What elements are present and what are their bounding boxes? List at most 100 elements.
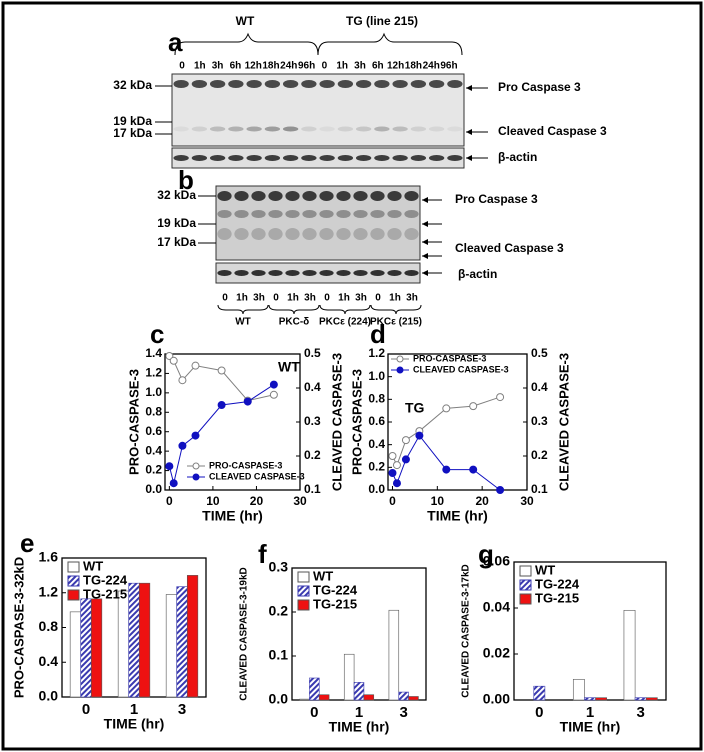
blot-band	[173, 80, 189, 88]
blot-band	[447, 155, 463, 161]
lane-label: 1h	[287, 293, 299, 304]
x-axis-title: TIME (hr)	[104, 716, 165, 732]
arrow-head	[422, 221, 428, 227]
data-point	[165, 351, 174, 360]
blot-band	[234, 228, 249, 240]
lane-label: 0	[375, 293, 381, 304]
band-label: Cleaved Caspase 3	[498, 124, 607, 138]
data-point	[169, 356, 178, 365]
data-point	[388, 452, 397, 460]
group-label: TG (line 215)	[346, 14, 418, 28]
data-point	[178, 376, 187, 385]
y-tick-label: 1.0	[145, 385, 162, 399]
group-brace	[217, 304, 269, 315]
band-label: β-actin	[458, 267, 497, 281]
blot-band	[173, 126, 189, 132]
y-tick-label: 0.0	[145, 482, 162, 496]
blot-band	[282, 126, 299, 132]
y-tick-label: 0.02	[483, 645, 510, 661]
blot-band	[447, 80, 463, 88]
panel-letter: f	[258, 539, 267, 569]
bar	[595, 697, 608, 701]
band-label: Cleaved Caspase 3	[455, 241, 564, 255]
lane-label: 1h	[336, 61, 348, 72]
data-point	[217, 401, 226, 409]
blot-band	[370, 210, 385, 218]
blot-band	[392, 80, 408, 88]
y-tick-label: 0.06	[483, 553, 510, 569]
x-tick-label: 20	[475, 494, 489, 508]
lane-label: 0	[324, 293, 330, 304]
x-axis-title: TIME (hr)	[329, 719, 390, 735]
bar	[117, 590, 130, 698]
lane-label: 6h	[230, 61, 242, 72]
y-tick-label: 0.8	[39, 618, 59, 634]
blot-band	[355, 155, 372, 161]
data-point	[243, 397, 252, 406]
panel-letter: a	[168, 27, 183, 57]
blot-band	[209, 80, 226, 88]
legend-marker	[192, 473, 200, 481]
blot-band	[392, 126, 408, 132]
y-axis-title: CLEAVED CASPASE-3-19kD	[239, 567, 250, 701]
legend-swatch	[519, 565, 532, 577]
group-brace	[317, 32, 463, 56]
lane-label: 1h	[236, 293, 248, 304]
blot-band	[264, 126, 281, 132]
bar	[572, 678, 585, 701]
data-point	[392, 479, 401, 488]
blot-band	[234, 191, 249, 201]
panel-letter: g	[478, 539, 494, 569]
legend-label: WT	[535, 562, 555, 577]
blot-band	[353, 270, 368, 276]
blot-band	[404, 270, 419, 276]
lane-label: 18h	[262, 61, 279, 72]
blot-band	[353, 228, 368, 240]
lane-label: 18h	[405, 61, 422, 72]
lane-label: 3h	[354, 61, 366, 72]
blot-band	[447, 126, 463, 132]
lane-label: 24h	[423, 61, 440, 72]
blot-image	[171, 147, 465, 169]
y-tick-label: 0.0	[368, 482, 385, 496]
x-axis-title: TIME (hr)	[427, 508, 488, 524]
blot-band	[285, 228, 300, 240]
x-tick-label: 10	[206, 494, 220, 508]
blot-band	[302, 270, 317, 276]
y2-tick-label: 0.5	[304, 346, 321, 360]
blot-band	[191, 155, 208, 161]
lane-label: 1h	[194, 61, 206, 72]
y-tick-label: 1.6	[39, 549, 59, 565]
blot-band	[387, 191, 402, 201]
group-brace	[319, 304, 371, 315]
y-tick-label: 1.4	[145, 346, 162, 360]
legend-label: TG-224	[313, 582, 358, 597]
bar	[69, 611, 82, 698]
data-point	[496, 393, 505, 402]
arrow-head	[466, 85, 472, 91]
bar	[128, 582, 140, 698]
band-label: Pro Caspase 3	[498, 80, 581, 94]
lane-label: 1h	[338, 293, 350, 304]
x-tick-label: 0	[82, 701, 90, 718]
blot-image	[215, 262, 421, 284]
data-point	[178, 441, 187, 450]
x-tick-label: 3	[178, 701, 186, 718]
blot-band	[301, 126, 317, 132]
data-point	[469, 465, 478, 474]
blot-band	[337, 155, 354, 161]
lane-label: 12h	[245, 61, 262, 72]
y-tick-label: 0.6	[368, 414, 385, 428]
x-axis-title: TIME (hr)	[560, 719, 621, 735]
blot-band	[353, 191, 368, 201]
blot-band	[191, 80, 208, 88]
y-axis-title: PRO-CASPASE-3	[349, 369, 364, 475]
blot-band	[319, 126, 335, 132]
blot-band	[410, 126, 427, 132]
group-brace	[370, 304, 422, 315]
bar	[363, 694, 375, 701]
y-axis-title: PRO-CASPASE-3-32kD	[11, 557, 26, 698]
blot-band	[268, 191, 283, 201]
